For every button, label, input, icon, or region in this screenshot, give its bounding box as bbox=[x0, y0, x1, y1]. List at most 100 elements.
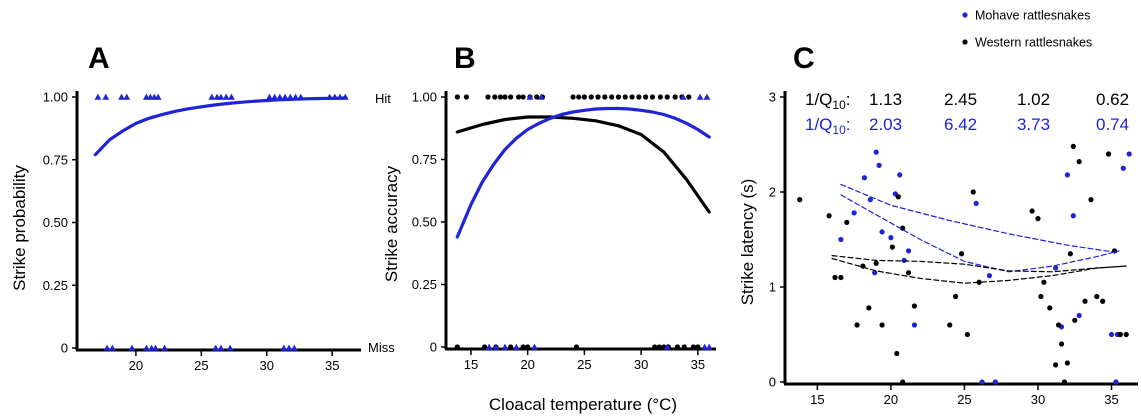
panel-b-mohave-miss-point bbox=[705, 343, 713, 350]
panel-b-western-fit-line bbox=[455, 115, 711, 214]
panel-b-western-hit-point bbox=[686, 94, 692, 100]
panel-a-plot: 0 0.25 0.50 0.75 1.00 20 25 30 35 bbox=[43, 90, 361, 373]
panel-b-xtick-label: 30 bbox=[634, 357, 648, 372]
panel-b-mohave-miss-point bbox=[663, 343, 671, 350]
panel-a-ytick-label: 1.00 bbox=[43, 90, 68, 105]
panel-b-western-hit-point bbox=[588, 94, 594, 100]
panel-c-mohave-point bbox=[901, 257, 907, 263]
panel-b-western-hit-point bbox=[576, 94, 582, 100]
panel-b-western-hit-point bbox=[485, 94, 491, 100]
panel-b-ytick-label: 0.50 bbox=[412, 215, 437, 230]
panel-b-western-miss-point bbox=[674, 344, 681, 350]
panel-a-miss-point bbox=[290, 344, 298, 351]
panel-b-western-hit-point bbox=[622, 94, 628, 100]
panel-c-mohave-point bbox=[861, 175, 868, 181]
panel-b-mohave-hit-point bbox=[696, 93, 704, 100]
panel-c-mohave-point bbox=[1070, 213, 1076, 219]
panel-b-western-hit-point bbox=[463, 94, 470, 100]
q10-mohave-value-3: 3.73 bbox=[1017, 115, 1050, 134]
panel-c-western-point bbox=[900, 225, 906, 231]
panel-a-hit-point bbox=[331, 93, 339, 100]
panel-letter-c: C bbox=[793, 42, 815, 75]
panel-c-mohave-point bbox=[905, 248, 912, 254]
panel-c-western-point bbox=[964, 331, 970, 338]
panel-a-hit-point bbox=[208, 93, 216, 100]
panel-c-western-point bbox=[1061, 379, 1068, 385]
panel-c-western-point bbox=[1105, 151, 1112, 157]
panel-c-fit-line bbox=[840, 183, 1120, 254]
panel-b-western-miss-point bbox=[681, 344, 687, 350]
q10-mohave-value-2: 6.42 bbox=[944, 115, 977, 134]
panel-b-mohave-miss-point bbox=[531, 343, 538, 350]
panel-c-western-point bbox=[911, 303, 918, 309]
panel-a-hit-point bbox=[265, 93, 273, 100]
panel-b-western-hit-point bbox=[581, 94, 588, 100]
panel-c-mohave-point bbox=[888, 235, 894, 241]
panel-b-western-hit-point bbox=[520, 94, 526, 100]
panel-c-mohave-point bbox=[873, 149, 879, 155]
panel-a-hit-point bbox=[222, 93, 230, 100]
panel-b-ytick-label: 0 bbox=[430, 340, 437, 355]
q10-mohave-label: 1/Q10: bbox=[805, 115, 851, 137]
q10-western-value-4: 0.62 bbox=[1096, 90, 1129, 109]
panel-a-hit-point bbox=[123, 93, 131, 100]
panel-c-xtick-label: 20 bbox=[884, 392, 898, 407]
panel-c-western-point bbox=[1117, 331, 1123, 338]
panel-a-miss-point bbox=[226, 344, 234, 351]
panel-c-western-point bbox=[958, 251, 965, 257]
panel-b-western-miss-point bbox=[573, 344, 580, 350]
panel-b-western-hit-point bbox=[595, 94, 601, 100]
panel-b-western-hit-point bbox=[643, 94, 649, 100]
legend: Mohave rattlesnakes Western rattlesnakes bbox=[962, 9, 1092, 50]
panel-b-western-hit-point bbox=[502, 94, 508, 100]
panel-c-fit-line bbox=[831, 257, 1127, 284]
panel-a-hit-point bbox=[286, 93, 294, 100]
panel-b-western-hit-point bbox=[516, 94, 522, 100]
panel-c-mohave-point bbox=[1053, 265, 1059, 271]
q10-mohave-value-4: 0.74 bbox=[1096, 115, 1129, 134]
panel-c-western-point bbox=[832, 274, 838, 281]
panel-a-miss-point bbox=[152, 344, 159, 351]
panel-c-western-point bbox=[947, 322, 953, 328]
panel-a-miss-point bbox=[103, 344, 111, 351]
panel-a-hit-point bbox=[341, 93, 349, 100]
panel-c-mohave-point bbox=[851, 210, 857, 216]
panel-a-ytick-label: 0.25 bbox=[43, 278, 68, 293]
panel-c-ytick-label: 2 bbox=[769, 185, 776, 200]
panel-c-western-point bbox=[889, 244, 895, 250]
panel-a-hit-point bbox=[94, 93, 102, 100]
panel-b-western-hit-point bbox=[649, 94, 656, 100]
panel-c-western-point bbox=[866, 305, 872, 311]
panel-b-western-hit-point bbox=[629, 94, 635, 100]
panel-a-ytick-label: 0.75 bbox=[43, 152, 68, 167]
panel-a-miss-point bbox=[128, 344, 136, 351]
panel-b-western-hit-point bbox=[454, 94, 460, 100]
panel-c-western-point bbox=[1082, 298, 1088, 304]
panel-a-hit-point bbox=[326, 93, 333, 100]
panel-a-hit-point bbox=[276, 93, 284, 100]
panel-b-western-miss-point bbox=[656, 344, 662, 350]
panel-c-western-point bbox=[1047, 305, 1053, 311]
panel-c-plot: 0 1 2 3 15 20 25 30 35 bbox=[769, 90, 1138, 407]
panel-a-miss-point bbox=[285, 344, 293, 351]
panel-b-western-miss-point bbox=[481, 344, 488, 350]
panel-c-western-point bbox=[844, 219, 850, 225]
panel-b-xtick-label: 15 bbox=[464, 357, 478, 372]
panel-b-mohave-miss-point bbox=[512, 343, 520, 350]
q10-mohave-value-1: 2.03 bbox=[869, 115, 902, 134]
panel-a-ytick-label: 0.50 bbox=[43, 215, 68, 230]
panel-b-mohave-hit-point bbox=[526, 93, 534, 100]
q10-western-row: 1/Q10: 1.13 2.45 1.02 0.62 bbox=[805, 90, 1129, 112]
panel-a-hit-point bbox=[228, 93, 235, 100]
panel-c-western-point bbox=[1064, 360, 1070, 366]
panel-c-western-point bbox=[1070, 143, 1076, 149]
panel-c-ytick-label: 3 bbox=[769, 90, 776, 105]
panel-c-mohave-point bbox=[838, 236, 844, 243]
panel-a-hit-point bbox=[292, 93, 299, 100]
panel-b-hit-label: Hit bbox=[375, 91, 391, 106]
panel-b-western-miss-point bbox=[695, 344, 701, 350]
panel-b-western-miss-point bbox=[508, 344, 514, 350]
panel-c-mohave-point bbox=[992, 379, 998, 385]
panel-c-western-point bbox=[1100, 298, 1106, 304]
panel-a-hit-point bbox=[217, 93, 225, 100]
